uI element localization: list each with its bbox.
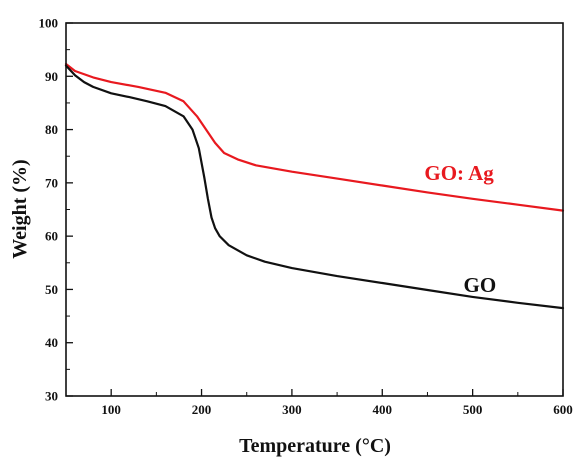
- y-tick-label: 60: [45, 229, 58, 244]
- y-tick-label: 40: [45, 335, 58, 350]
- series-label-go: GO: [464, 273, 497, 297]
- x-tick-label: 600: [553, 402, 573, 417]
- y-axis-title: Weight (%): [9, 159, 31, 258]
- y-tick-label: 90: [45, 69, 58, 84]
- y-tick-label: 70: [45, 175, 58, 190]
- y-tick-label: 100: [39, 16, 59, 31]
- x-tick-label: 400: [373, 402, 393, 417]
- y-tick-label: 50: [45, 282, 58, 297]
- series-label-go-ag: GO: Ag: [424, 161, 494, 185]
- x-tick-label: 100: [101, 402, 121, 417]
- x-tick-label: 500: [463, 402, 483, 417]
- x-tick-label: 200: [192, 402, 212, 417]
- y-tick-label: 80: [45, 122, 58, 137]
- x-axis-title: Temperature (°C): [239, 435, 391, 457]
- y-tick-label: 30: [45, 389, 58, 404]
- x-tick-label: 300: [282, 402, 302, 417]
